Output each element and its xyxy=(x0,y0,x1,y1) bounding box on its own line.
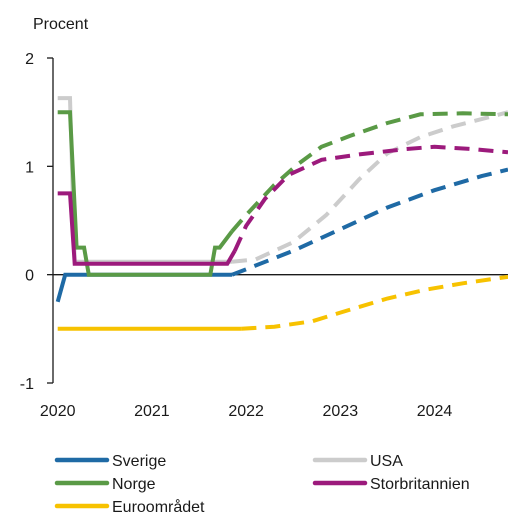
series-line-norge-historical xyxy=(57,110,234,277)
x-tick-label: 2022 xyxy=(228,403,264,420)
series-line-norge-forecast xyxy=(230,111,508,233)
y-tick-marks xyxy=(47,57,53,384)
legend-label: Storbritannien xyxy=(370,476,470,493)
series-line-storbritannien-forecast xyxy=(232,144,508,252)
legend-label: Euroområdet xyxy=(112,498,205,516)
series-lines xyxy=(55,96,508,331)
legend-label: USA xyxy=(370,453,403,470)
y-tick-label: 0 xyxy=(25,268,34,285)
series-line-storbritannien-historical xyxy=(57,191,237,266)
series-line-sverige-historical xyxy=(55,272,232,303)
x-tick-label: 2021 xyxy=(134,403,170,420)
legend: Sverige USA Norge Storbritannien Euroområdet xyxy=(54,453,470,516)
x-tick-label: 2024 xyxy=(417,403,453,420)
series-line-usa-historical xyxy=(57,96,232,264)
y-tick-label: -1 xyxy=(20,376,34,393)
x-tick-label: 2020 xyxy=(40,403,76,420)
series-line-usa-forecast xyxy=(231,110,508,264)
legend-label: Sverige xyxy=(112,453,166,470)
series-line-euroomr-det-forecast xyxy=(241,274,508,331)
x-tick-label: 2023 xyxy=(323,403,359,420)
y-tick-label: 1 xyxy=(25,159,34,176)
y-tick-label: 2 xyxy=(25,51,34,68)
legend-label: Norge xyxy=(112,476,156,493)
tick-labels: 2 1 0 -1 2020 2021 2022 2023 2024 xyxy=(20,51,453,420)
y-axis-label: Procent xyxy=(33,16,89,33)
